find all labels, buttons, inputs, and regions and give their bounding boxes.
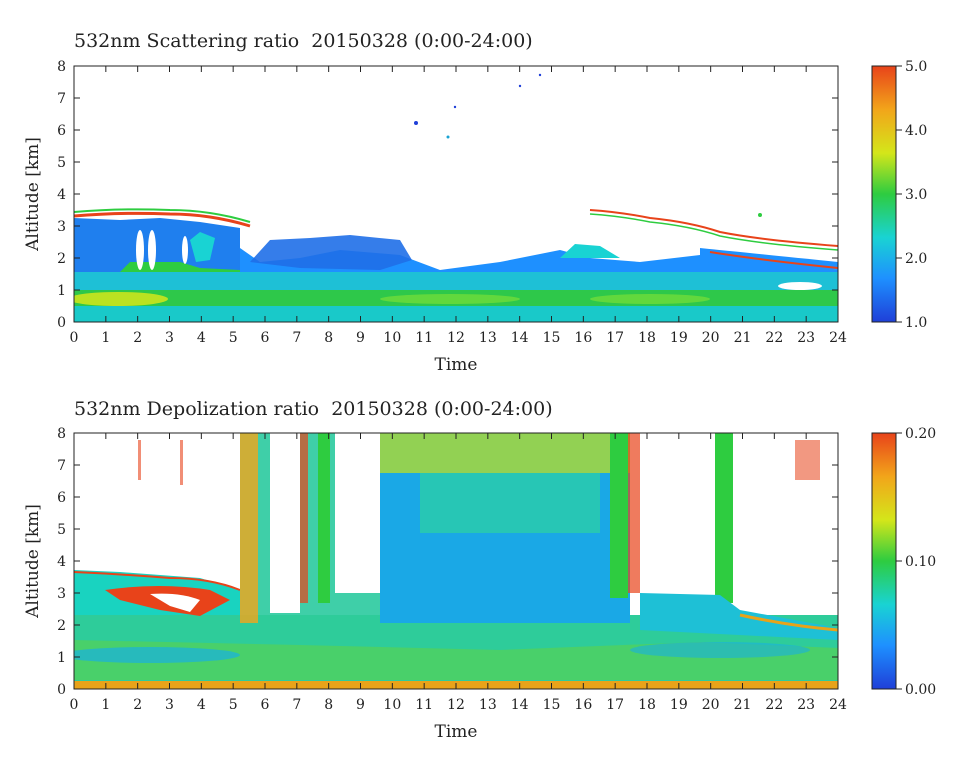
y-tick-label: 2 [57,618,66,634]
x-tick-label: 4 [197,330,206,346]
y-tick-label: 4 [57,187,66,203]
y-tick-label: 0 [57,682,66,698]
y-tick-label: 7 [57,91,66,107]
x-tick-label: 13 [479,330,497,346]
y-tick-label: 6 [57,490,66,506]
y-tick-label: 5 [57,155,66,171]
x-tick-label: 21 [734,330,752,346]
panel2-heatmap [74,433,838,689]
x-tick-label: 17 [606,330,624,346]
y-tick-label: 0 [57,315,66,331]
x-tick-label: 11 [415,330,433,346]
x-tick-label: 23 [797,330,815,346]
panel1-x-axis-label: Time [435,355,478,375]
colorbar-tick-label: 3.0 [905,187,927,203]
x-tick-label: 8 [324,697,333,713]
x-tick-label: 20 [702,330,720,346]
x-tick-label: 8 [324,330,333,346]
x-tick-label: 19 [670,330,688,346]
y-tick-label: 1 [57,650,66,666]
x-tick-label: 5 [229,330,238,346]
y-tick-label: 3 [57,219,66,235]
x-tick-label: 12 [447,697,465,713]
x-tick-label: 18 [638,697,656,713]
panel1-axes: 0 1 2 3 4 5 6 7 8 9 10 11 12 13 14 15 16 17 18 19 20 21 22 23 24… [57,59,847,346]
x-tick-label: 15 [543,697,561,713]
x-tick-label: 7 [292,330,301,346]
y-tick-label: 8 [57,59,66,75]
x-tick-label: 6 [261,697,270,713]
x-tick-label: 10 [383,697,401,713]
y-tick-label: 8 [57,426,66,442]
x-tick-label: 14 [511,697,529,713]
x-tick-label: 22 [765,330,783,346]
x-tick-label: 1 [101,697,110,713]
colorbar-tick-label: 2.0 [905,251,927,267]
x-tick-label: 11 [415,697,433,713]
colorbar-tick-label: 0.00 [905,682,936,698]
x-tick-label: 21 [734,697,752,713]
x-tick-label: 9 [356,697,365,713]
panel1-colorbar-ticks: 1.0 2.0 3.0 4.0 5.0 [896,59,927,331]
x-tick-label: 0 [70,697,79,713]
colorbar-tick-label: 1.0 [905,315,927,331]
panel1-plot: 0 1 2 3 4 5 6 7 8 9 10 11 12 13 14 15 16 17 18 19 20 21 22 23 24… [23,59,847,375]
y-tick-label: 1 [57,283,66,299]
x-tick-label: 24 [829,330,847,346]
y-tick-label: 3 [57,586,66,602]
panel2-x-axis-label: Time [435,722,478,742]
x-tick-label: 18 [638,330,656,346]
colorbar-tick-label: 5.0 [905,59,927,75]
x-tick-label: 3 [165,330,174,346]
colorbar-tick-label: 0.20 [905,426,936,442]
y-tick-label: 2 [57,251,66,267]
x-tick-label: 6 [261,330,270,346]
x-tick-label: 19 [670,697,688,713]
x-tick-label: 4 [197,697,206,713]
x-tick-label: 0 [70,330,79,346]
panel2-colorbar: 0.00 0.10 0.20 [871,426,936,698]
panel2-title: 532nm Depolization ratio 20150328 (0:00-… [74,398,553,420]
panel1-colorbar: 1.0 2.0 3.0 4.0 5.0 [871,59,927,331]
x-tick-label: 16 [574,330,592,346]
x-tick-label: 12 [447,330,465,346]
panel2-plot: 0 1 2 3 4 5 6 7 8 9 10 11 12 13 14 15 16 17 18 19 20 21 22 23 24… [23,426,847,742]
x-tick-label: 24 [829,697,847,713]
y-tick-label: 4 [57,554,66,570]
panel2-colorbar-ticks: 0.00 0.10 0.20 [896,426,936,698]
x-tick-label: 17 [606,697,624,713]
panel2-y-axis-label: Altitude [km] [23,504,43,619]
panel1-title: 532nm Scattering ratio 20150328 (0:00-24… [74,30,533,52]
y-tick-label: 5 [57,522,66,538]
x-tick-label: 3 [165,697,174,713]
x-tick-label: 5 [229,697,238,713]
x-tick-label: 2 [133,697,142,713]
y-tick-label: 7 [57,458,66,474]
x-tick-label: 10 [383,330,401,346]
x-tick-label: 20 [702,697,720,713]
colorbar-tick-label: 0.10 [905,554,936,570]
x-tick-label: 7 [292,697,301,713]
x-tick-label: 15 [543,330,561,346]
x-tick-label: 1 [101,330,110,346]
panel1-heatmap [74,73,838,322]
panel1-y-axis-label: Altitude [km] [23,137,43,252]
x-tick-label: 14 [511,330,529,346]
colorbar-tick-label: 4.0 [905,123,927,139]
x-tick-label: 23 [797,697,815,713]
y-tick-label: 6 [57,123,66,139]
x-tick-label: 13 [479,697,497,713]
x-tick-label: 2 [133,330,142,346]
x-tick-label: 22 [765,697,783,713]
x-tick-label: 16 [574,697,592,713]
panel2-axes: 0 1 2 3 4 5 6 7 8 9 10 11 12 13 14 15 16 17 18 19 20 21 22 23 24… [57,426,847,713]
x-tick-label: 9 [356,330,365,346]
